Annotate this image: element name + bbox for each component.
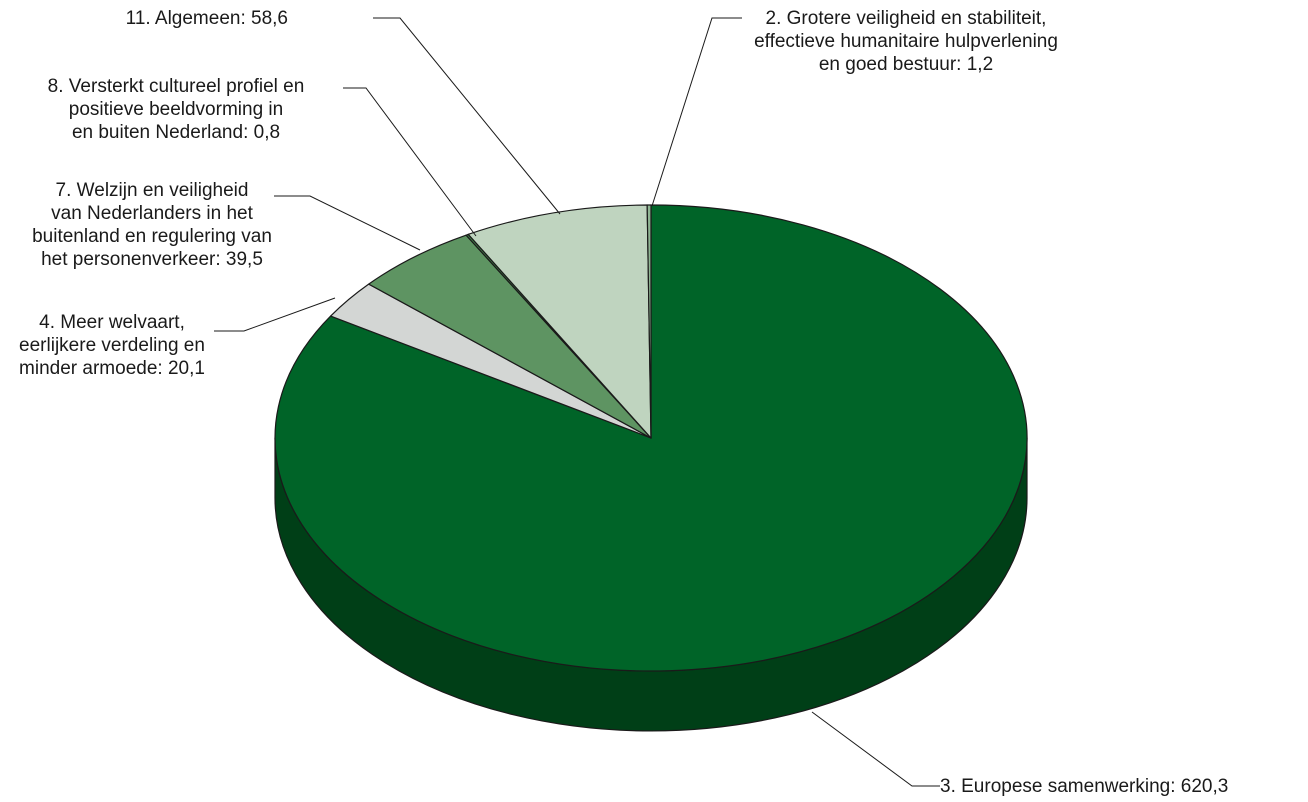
slice-label-5-line-1: effectieve humanitaire hulpverlening: [754, 31, 1058, 52]
slice-label-2-line-3: het personenverkeer: 39,5: [41, 249, 263, 270]
pie-slice-5: [646, 204, 652, 439]
slice-label-1: 4. Meer welvaart, eerlijkere verdeling en…: [19, 312, 205, 379]
leader-lines: [214, 17, 940, 787]
leader-line-0: [811, 711, 940, 787]
slice-labels: 3. Europese samenwerking: 620,3 4. Meer w…: [19, 8, 1228, 797]
slice-label-2: 7. Welzijn en veiligheid van Nederlanders…: [32, 180, 272, 270]
slice-label-3: 8. Versterkt cultureel profiel en positie…: [48, 76, 305, 143]
leader-line-1: [214, 297, 336, 332]
pie-slice-4: [467, 204, 652, 439]
slice-label-4-line-0: 11. Algemeen: 58,6: [126, 8, 288, 29]
leader-line-2: [274, 195, 421, 251]
slice-label-2-line-1: van Nederlanders in het: [51, 203, 253, 224]
slice-label-5-line-0: 2. Grotere veiligheid en stabiliteit,: [766, 8, 1047, 29]
slice-label-1-line-1: eerlijkere verdeling en: [19, 335, 205, 356]
slice-label-0-line-0: 3. Europese samenwerking: 620,3: [940, 776, 1228, 797]
slice-label-5-line-2: en goed bestuur: 1,2: [819, 54, 993, 75]
slice-label-2-line-2: buitenland en regulering van: [32, 226, 272, 247]
pie-slice-0: [274, 204, 1028, 672]
slice-label-1-line-2: minder armoede: 20,1: [19, 358, 205, 379]
slice-label-3-line-2: en buiten Nederland: 0,8: [72, 122, 280, 143]
leader-line-3: [343, 87, 477, 237]
slice-label-3-line-1: positieve beeldvorming in: [69, 99, 283, 120]
leader-line-5: [651, 17, 742, 207]
slice-label-3-line-0: 8. Versterkt cultureel profiel en: [48, 76, 305, 97]
slice-label-4: 11. Algemeen: 58,6: [126, 8, 288, 29]
slice-label-5: 2. Grotere veiligheid en stabiliteit, eff…: [754, 8, 1058, 75]
pie-slices: [274, 204, 1028, 672]
leader-line-4: [373, 17, 561, 215]
slice-label-1-line-0: 4. Meer welvaart,: [39, 312, 185, 333]
slice-label-2-line-0: 7. Welzijn en veiligheid: [56, 180, 249, 201]
slice-label-0: 3. Europese samenwerking: 620,3: [940, 776, 1228, 797]
